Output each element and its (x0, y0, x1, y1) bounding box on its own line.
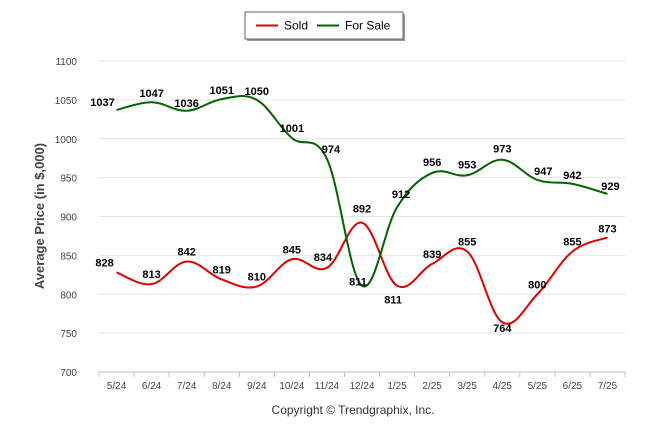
x-tick-label: 5/24 (107, 381, 127, 392)
data-label: 810 (248, 271, 266, 283)
x-tick-label: 7/25 (598, 381, 618, 392)
data-label: 873 (598, 223, 616, 235)
y-tick-label: 1100 (55, 57, 77, 68)
y-tick-label: 850 (60, 251, 77, 262)
data-label: 819 (213, 264, 231, 276)
y-axis-title: Average Price (in $,000) (32, 143, 47, 289)
y-tick-label: 950 (60, 174, 77, 185)
data-label: 929 (601, 181, 619, 193)
data-label: 953 (458, 159, 476, 171)
y-tick-label: 900 (60, 213, 77, 224)
data-label: 855 (563, 236, 581, 248)
data-label: 942 (563, 170, 581, 182)
x-tick-label: 12/24 (349, 381, 374, 392)
x-tick-label: 5/25 (528, 381, 548, 392)
x-tick-label: 1/25 (387, 381, 407, 392)
y-tick-label: 700 (60, 368, 77, 379)
series-group (116, 95, 608, 325)
data-label: 947 (534, 166, 552, 178)
x-tick-label: 11/24 (315, 381, 340, 392)
data-label: 811 (349, 277, 367, 289)
y-tick-label: 1050 (55, 96, 78, 107)
y-tick-label: 750 (60, 329, 77, 340)
x-tick-label: 7/24 (177, 381, 197, 392)
data-label: 845 (283, 244, 301, 256)
data-label: 973 (493, 144, 511, 156)
data-label: 842 (177, 247, 195, 259)
data-label: 1050 (245, 86, 269, 98)
x-tick-label: 6/25 (563, 381, 583, 392)
data-label: 764 (493, 323, 512, 335)
x-tick-label: 3/25 (457, 381, 477, 392)
legend-label: For Sale (345, 19, 391, 33)
data-label: 1051 (209, 85, 233, 97)
x-tick-label: 10/24 (279, 381, 304, 392)
x-tick-label: 2/25 (422, 381, 442, 392)
x-tick-label: 6/24 (142, 381, 162, 392)
data-label: 813 (142, 269, 160, 281)
x-tick-label: 8/24 (212, 381, 232, 392)
data-label: 1037 (90, 97, 114, 109)
series-line-sold (116, 221, 608, 325)
gridlines (99, 60, 625, 373)
data-label: 956 (423, 157, 441, 169)
data-label: 912 (392, 189, 410, 201)
data-label: 834 (314, 252, 333, 264)
data-label: 839 (423, 249, 441, 261)
x-tick-label: 9/24 (247, 381, 267, 392)
data-label: 1036 (174, 98, 198, 110)
series-line-for-sale (116, 95, 608, 288)
data-label: 974 (322, 144, 341, 156)
data-label: 1001 (280, 123, 304, 135)
copyright-footer: Copyright © Trendgraphix, Inc. (272, 403, 435, 417)
data-labels: 828 813 842 819 810 845 834 892 811 839 855 764 800 8… (90, 85, 619, 335)
legend-label: Sold (284, 19, 308, 33)
data-label: 811 (384, 295, 402, 307)
data-label: 892 (353, 204, 371, 216)
y-tick-label: 1000 (55, 135, 78, 146)
data-label: 828 (95, 257, 113, 269)
data-label: 800 (528, 279, 546, 291)
legend: Sold For Sale (244, 11, 405, 41)
x-tick-label: 4/25 (493, 381, 513, 392)
data-label: 855 (458, 236, 476, 248)
data-label: 1047 (139, 88, 163, 100)
y-tick-label: 800 (60, 290, 77, 301)
axes: 700 750 800 850 900 950 1000 1050 1100 5/24 6/24 7/… (55, 57, 626, 392)
